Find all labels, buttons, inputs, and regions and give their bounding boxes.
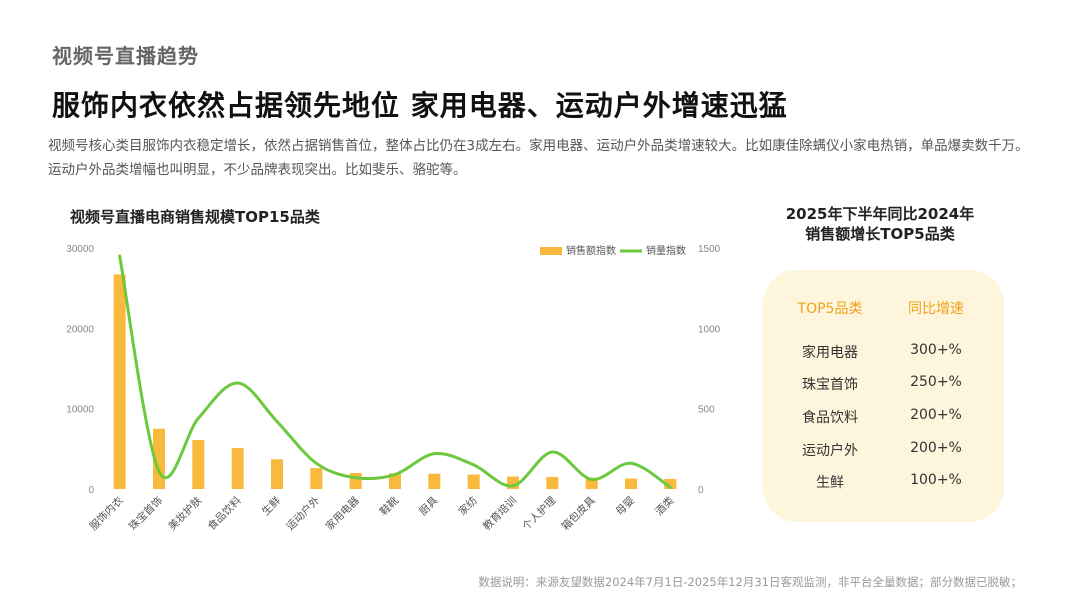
bar-生鲜 <box>271 459 283 489</box>
growth-row-value: 100+% <box>910 472 962 488</box>
x-tick-label: 美妆护肤 <box>166 494 205 533</box>
y-left-tick-label: 20000 <box>66 324 94 335</box>
growth-title-line1: 2025年下半年同比2024年 <box>785 205 975 223</box>
growth-row-category: 生鲜 <box>816 475 844 491</box>
sales-combo-chart: 0 10000 20000 30000 0 500 1000 1500 服饰内衣 珠宝首饰 美妆护肤… <box>66 244 720 533</box>
bar-食品饮料 <box>231 448 244 489</box>
chart-title: 视频号直播电商销售规模TOP15品类 <box>70 208 320 226</box>
bar-个人护理 <box>546 476 559 489</box>
legend-swatch-bar <box>540 247 562 255</box>
y-right-tick-label: 1000 <box>698 324 720 335</box>
y-left-tick-label: 30000 <box>66 244 94 255</box>
column-header-category: TOP5品类 <box>797 301 863 317</box>
y-right-tick-label: 500 <box>698 405 715 416</box>
x-tick-label: 酒类 <box>652 494 676 518</box>
bar-鞋靴 <box>389 473 401 489</box>
bar-运动户外 <box>310 468 323 489</box>
bar-母婴 <box>625 478 637 489</box>
page-headline: 服饰内衣依然占据领先地位 家用电器、运动户外增速迅猛 <box>52 89 788 122</box>
bar-美妆护肤 <box>192 439 205 489</box>
section-eyebrow: 视频号直播趋势 <box>52 44 199 68</box>
growth-row-value: 250+% <box>910 374 962 390</box>
bar-箱包皮具 <box>585 477 598 489</box>
growth-row-value: 200+% <box>910 407 962 423</box>
line-series-sales-volume <box>118 254 672 489</box>
bar-家纺 <box>467 474 480 489</box>
data-source-note: 数据说明：来源友望数据2024年7月1日-2025年12月31日客观监测，非平台… <box>478 575 1022 589</box>
growth-row-category: 珠宝首饰 <box>802 377 858 393</box>
legend-label-bar: 销售额指数 <box>566 244 616 257</box>
growth-row-category: 食品饮料 <box>802 410 858 426</box>
legend-label-line: 销量指数 <box>646 244 686 257</box>
x-tick-label: 服饰内衣 <box>87 494 126 533</box>
growth-row: 食品饮料 200+% <box>763 407 1004 427</box>
x-tick-label: 母婴 <box>614 495 637 518</box>
growth-title: 2025年下半年同比2024年 销售额增长TOP5品类 <box>760 204 1000 244</box>
bar-厨具 <box>428 473 441 489</box>
y-right-tick-label: 1500 <box>698 244 720 255</box>
x-tick-label: 食品饮料 <box>205 494 244 533</box>
x-tick-label: 厨具 <box>417 494 441 518</box>
x-tick-label: 个人护理 <box>520 494 559 533</box>
growth-row-value: 200+% <box>910 440 962 456</box>
y-right-tick-label: 0 <box>698 485 704 496</box>
growth-row-category: 家用电器 <box>802 345 858 361</box>
x-tick-label: 家纺 <box>456 494 480 518</box>
growth-row-category: 运动户外 <box>802 443 858 459</box>
x-tick-label: 教育培训 <box>480 494 519 533</box>
growth-row: 生鲜 100+% <box>763 472 1004 492</box>
bar-家用电器 <box>349 472 362 489</box>
y-left-tick-label: 0 <box>88 485 94 496</box>
bar-酒类 <box>664 478 677 489</box>
x-tick-label: 家用电器 <box>323 494 362 533</box>
intro-paragraph: 视频号核心类目服饰内衣稳定增长，依然占据销售首位，整体占比仍在3成左右。家用电器… <box>48 138 1029 178</box>
growth-row-value: 300+% <box>910 342 962 358</box>
x-tick-label: 珠宝首饰 <box>126 494 165 533</box>
growth-row: 家用电器 300+% <box>763 342 1004 362</box>
growth-title-line2: 销售额增长TOP5品类 <box>805 225 955 243</box>
x-tick-label: 鞋靴 <box>377 494 401 518</box>
x-tick-label: 箱包皮具 <box>559 494 598 533</box>
y-left-tick-label: 10000 <box>66 405 94 416</box>
growth-row: 运动户外 200+% <box>763 440 1004 460</box>
growth-card: TOP5品类 同比增速 家用电器 300+% 珠宝首饰 250+% 食品饮料 2… <box>763 270 1004 522</box>
growth-table-header: TOP5品类 同比增速 <box>763 298 1004 318</box>
bar-服饰内衣 <box>113 274 126 489</box>
x-tick-label: 运动户外 <box>284 494 323 533</box>
column-header-growth: 同比增速 <box>908 301 964 317</box>
x-tick-label: 生鲜 <box>259 494 283 518</box>
growth-row: 珠宝首饰 250+% <box>763 374 1004 394</box>
